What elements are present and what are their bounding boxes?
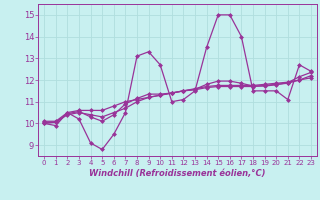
X-axis label: Windchill (Refroidissement éolien,°C): Windchill (Refroidissement éolien,°C): [89, 169, 266, 178]
